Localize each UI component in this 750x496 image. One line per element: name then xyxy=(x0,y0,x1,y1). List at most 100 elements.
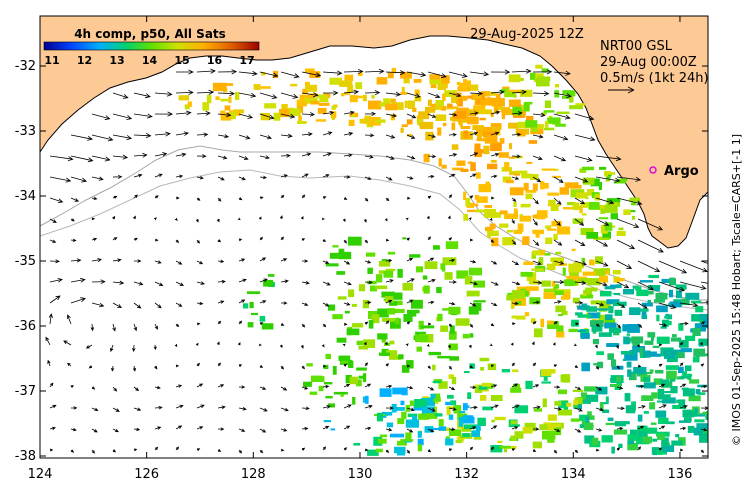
current-arrow xyxy=(195,342,199,346)
current-arrow xyxy=(174,343,178,348)
sst-patch xyxy=(675,434,680,438)
current-arrow xyxy=(322,238,327,242)
current-arrow xyxy=(532,427,540,431)
sst-patch xyxy=(386,422,394,428)
current-arrow xyxy=(427,134,436,138)
current-arrow xyxy=(238,238,243,242)
current-arrow xyxy=(301,280,310,285)
current-arrow xyxy=(322,260,330,264)
sst-patch xyxy=(495,93,501,101)
sst-patch xyxy=(340,394,344,397)
current-arrow xyxy=(469,91,484,96)
current-arrow xyxy=(406,71,427,77)
sst-patch xyxy=(391,292,403,300)
sst-patch xyxy=(400,71,412,79)
sst-patch xyxy=(588,415,595,420)
current-arrow xyxy=(216,218,220,223)
sst-patch xyxy=(463,130,469,139)
sst-patch xyxy=(349,95,358,103)
sst-patch xyxy=(416,346,422,352)
current-arrow xyxy=(70,176,88,183)
sst-patch xyxy=(558,314,563,317)
current-arrow xyxy=(196,89,215,95)
sst-patch xyxy=(351,323,364,328)
sst-patch xyxy=(376,412,383,422)
current-arrow xyxy=(679,362,684,367)
current-arrow xyxy=(196,426,204,430)
sst-patch xyxy=(263,279,274,287)
sst-patch xyxy=(580,294,594,299)
sst-patch xyxy=(358,375,364,379)
current-arrow xyxy=(385,299,393,304)
sst-patch xyxy=(341,93,345,97)
sst-patch xyxy=(487,97,491,104)
sst-patch xyxy=(627,369,632,377)
current-arrow xyxy=(700,321,706,325)
current-arrow xyxy=(70,385,74,388)
sst-patch xyxy=(220,112,232,121)
current-arrow xyxy=(238,92,257,98)
sst-patch xyxy=(309,391,318,395)
x-tick-label: 126 xyxy=(134,467,159,482)
current-arrow xyxy=(511,301,519,306)
current-arrow xyxy=(322,323,327,328)
sst-patch xyxy=(541,381,551,384)
sst-patch xyxy=(375,285,388,290)
current-arrow xyxy=(616,386,624,390)
current-arrow xyxy=(301,302,309,306)
sst-patch xyxy=(499,223,509,228)
current-arrow xyxy=(301,365,306,370)
current-arrow xyxy=(511,132,522,137)
current-arrow xyxy=(301,132,313,137)
sst-patch xyxy=(642,436,653,444)
current-arrow xyxy=(553,385,561,389)
sst-patch xyxy=(401,365,410,373)
current-arrow xyxy=(679,321,689,326)
current-arrow xyxy=(574,197,586,205)
current-arrow xyxy=(448,280,457,284)
current-arrow xyxy=(406,134,416,139)
sst-patch xyxy=(637,425,648,432)
sst-patch xyxy=(330,428,335,431)
current-arrow xyxy=(595,302,605,307)
sst-patch xyxy=(688,395,701,402)
sst-patch xyxy=(436,287,442,294)
sst-patch xyxy=(381,291,395,298)
sst-patch xyxy=(664,391,673,394)
sst-patch xyxy=(413,79,422,83)
sst-patch xyxy=(562,292,571,300)
current-arrow xyxy=(364,176,372,180)
current-arrow xyxy=(637,425,645,430)
current-arrow xyxy=(448,365,452,370)
current-arrow xyxy=(511,154,522,159)
sst-patch xyxy=(623,289,635,295)
current-arrow xyxy=(364,362,368,367)
sst-patch xyxy=(696,413,706,417)
sst-patch xyxy=(352,397,356,405)
sst-patch xyxy=(480,395,487,401)
current-arrow xyxy=(679,302,699,308)
sst-patch xyxy=(665,365,679,370)
sst-patch xyxy=(378,352,390,356)
current-arrow xyxy=(448,386,456,390)
current-arrow xyxy=(385,70,406,76)
current-arrow xyxy=(385,197,390,202)
sst-patch xyxy=(391,403,397,413)
current-arrow xyxy=(196,281,206,285)
current-arrow xyxy=(511,176,520,180)
sst-patch xyxy=(544,100,552,108)
current-arrow xyxy=(154,195,159,199)
current-arrow xyxy=(364,154,374,159)
sst-patch xyxy=(582,293,587,297)
sst-patch xyxy=(587,278,601,286)
sst-patch xyxy=(261,72,266,76)
current-arrow xyxy=(532,69,553,75)
sst-patch xyxy=(478,149,487,154)
sst-patch xyxy=(656,314,660,322)
current-arrow xyxy=(280,71,300,79)
current-arrow xyxy=(133,281,144,286)
sst-patch xyxy=(400,439,414,442)
current-arrow xyxy=(511,426,519,430)
current-arrow xyxy=(427,278,436,283)
current-arrow xyxy=(679,281,707,290)
